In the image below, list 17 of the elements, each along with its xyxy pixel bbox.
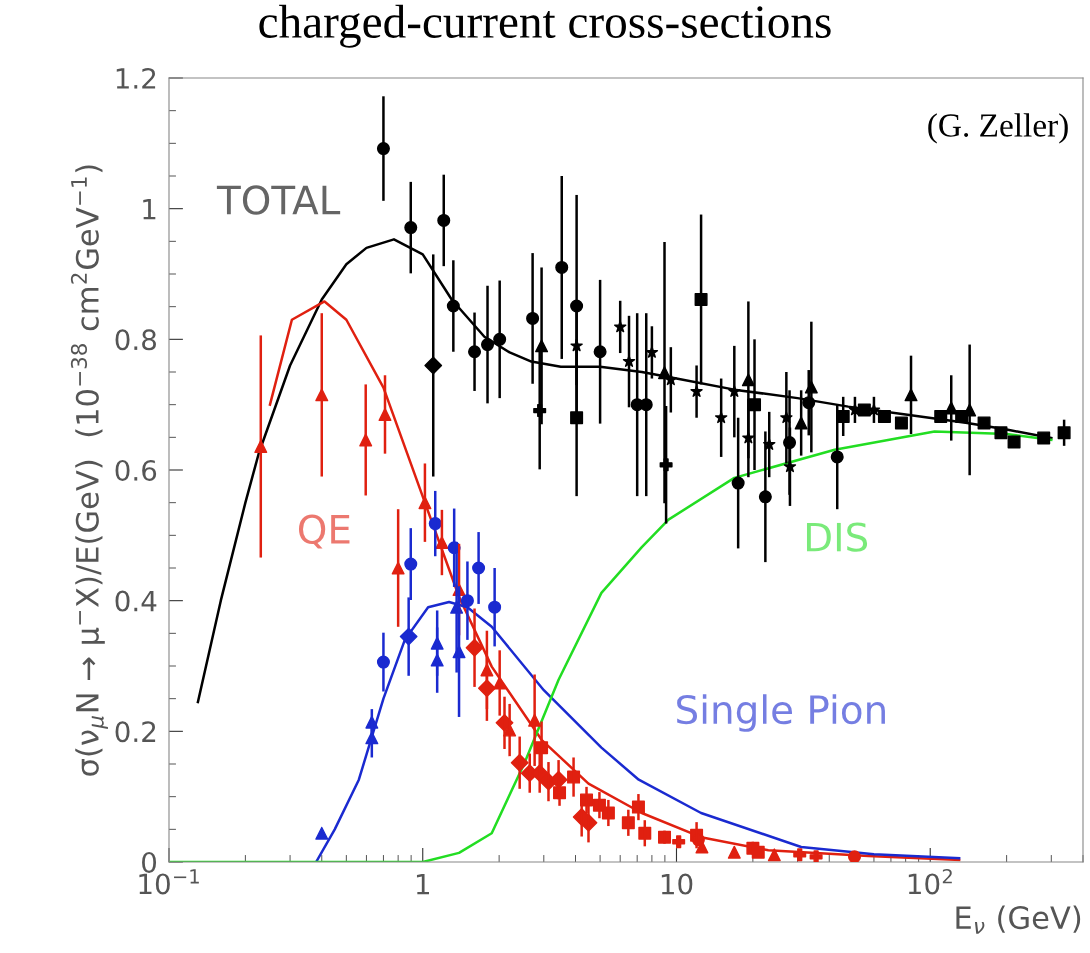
- series-label: QE: [298, 514, 350, 549]
- y-tick-label: 0.2: [115, 721, 156, 743]
- y-tick-label: 0.4: [115, 590, 157, 612]
- series-label: Single Pion: [677, 694, 885, 732]
- y-tick-label: 0.6: [115, 459, 157, 481]
- y-tick-label: 1: [143, 198, 156, 220]
- series-label: TOTAL: [216, 185, 341, 215]
- x-tick-label: 10: [661, 873, 693, 895]
- y-tick-label: 1.2: [116, 67, 156, 89]
- series-label: DIS: [806, 522, 868, 552]
- x-tick-label: 1: [416, 873, 430, 895]
- chart-title: charged-current cross-sections: [259, 4, 831, 48]
- x-tick-label: 10$^{2}$: [908, 868, 952, 895]
- text: σ(ν$_{μ}$N → μ$^{−}$X)/E(GeV) (10$^{−38}$ cm$^{2}$GeV$^{−1}$): [70, 165, 108, 776]
- y-tick-label: 0.8: [115, 329, 156, 351]
- annotation: (G. Zeller): [928, 113, 1068, 144]
- x-axis-title: E$_{ν}$ (GeV): [956, 905, 1081, 934]
